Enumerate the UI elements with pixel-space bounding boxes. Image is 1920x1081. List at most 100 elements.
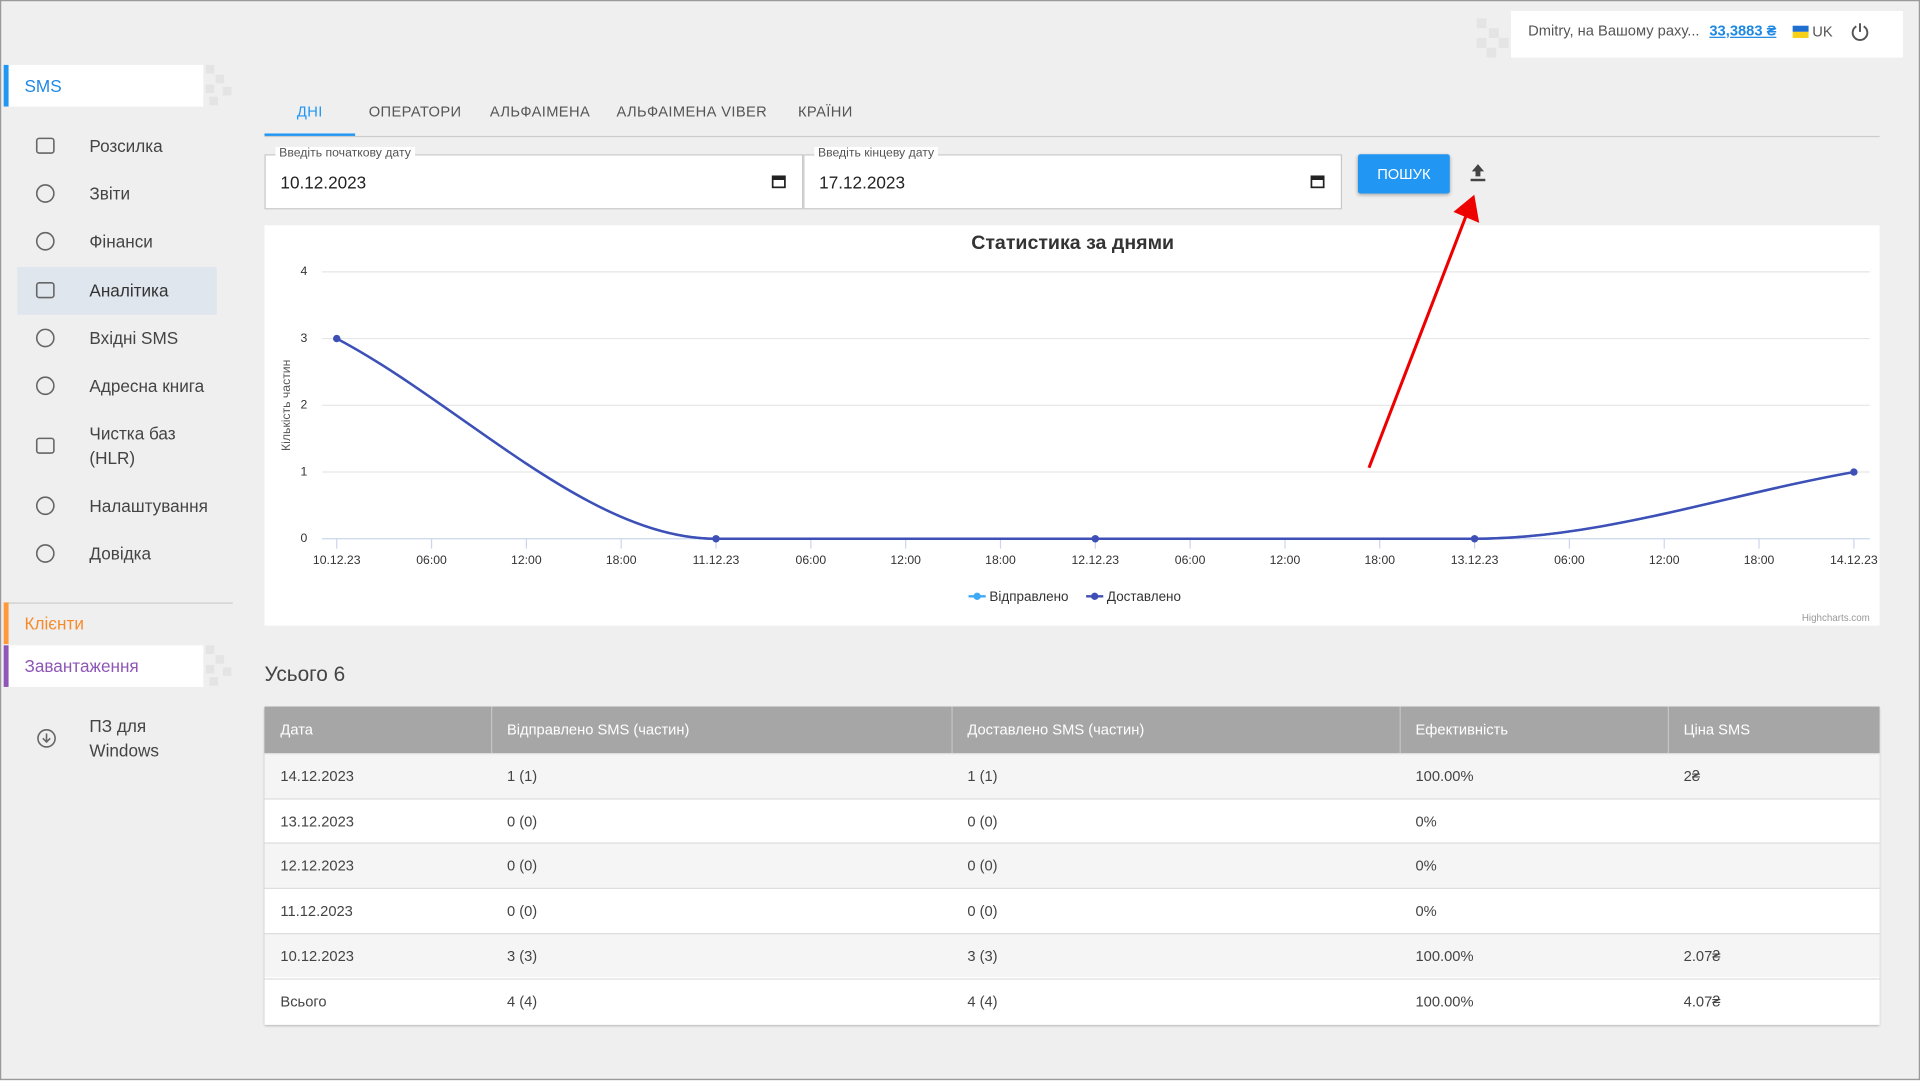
table-row: [264, 842, 1880, 888]
menu-item[interactable]: Довідка: [89, 543, 152, 564]
table-cell: 100.00%: [1415, 992, 1474, 1010]
x-tick-label: 18:00: [606, 553, 637, 567]
clients-title[interactable]: Клієнти: [24, 613, 84, 634]
x-tick-label: 11.12.23: [693, 553, 740, 567]
chart-title: Статистика за днями: [971, 232, 1174, 254]
export-icon[interactable]: [1469, 163, 1486, 183]
icon-shape: [35, 282, 55, 299]
credits: Highcharts.com: [1802, 613, 1870, 624]
downloads-title: Завантаження: [24, 656, 139, 676]
tabs-line: [264, 135, 1880, 138]
column-header: Відправлено SMS (частин): [506, 721, 690, 739]
download-item[interactable]: ПЗ для Windows: [89, 716, 159, 761]
menu-item[interactable]: Розсилка: [89, 135, 163, 156]
series-line: [336, 337, 1855, 541]
table-cell: 1 (1): [967, 767, 998, 785]
download-icon: [37, 729, 56, 748]
point: [1091, 535, 1099, 543]
table-cell: 0 (0): [506, 857, 538, 875]
x-tick-label: 13.12.23: [1451, 553, 1499, 567]
menu-icon: [35, 544, 55, 563]
column-header: Ціна SMS: [1683, 721, 1751, 739]
menu-item[interactable]: Налаштування: [89, 495, 208, 516]
calendar-icon[interactable]: [1310, 174, 1325, 189]
chart-card: [264, 225, 1880, 626]
menu-item[interactable]: Аналітика: [89, 280, 169, 301]
point: [333, 334, 341, 343]
table-cell: 4 (4): [967, 992, 998, 1010]
x-tick-label: 18:00: [1364, 553, 1395, 567]
x-tick-label: 12:00: [890, 553, 921, 567]
x-tick-label: 12:00: [1270, 553, 1301, 567]
icon-shape: [35, 137, 55, 154]
total-heading: Усього 6: [264, 662, 346, 686]
end-date-input[interactable]: [803, 154, 1343, 210]
balance-link[interactable]: 33,3883 ₴: [1709, 22, 1777, 40]
menu-icon: [35, 437, 55, 454]
divider: [3, 602, 233, 604]
menu-item[interactable]: Чистка баз (HLR): [89, 423, 176, 468]
table-cell: 2.07₴: [1683, 947, 1721, 965]
menu-item[interactable]: Фінанси: [89, 231, 153, 252]
menu-item[interactable]: Звіти: [89, 183, 131, 204]
x-tick-label: 12:00: [511, 553, 542, 567]
legend-label[interactable]: Відправлено: [989, 589, 1068, 604]
downloads-section[interactable]: [3, 645, 204, 687]
end-date-value: 17.12.2023: [819, 172, 905, 193]
power-icon[interactable]: [1850, 22, 1870, 42]
point: [1850, 468, 1858, 476]
user-text: Dmitry, на Вашому раху...: [1528, 22, 1700, 40]
tab[interactable]: КРАЇНИ: [797, 102, 853, 121]
y-tick-label: 2: [301, 398, 308, 412]
table-cell: 1 (1): [506, 767, 538, 785]
lang[interactable]: UK: [1812, 23, 1833, 41]
tab[interactable]: АЛЬФАІМЕНА VIBER: [616, 102, 768, 121]
point: [712, 535, 720, 543]
search-button[interactable]: [1357, 154, 1450, 194]
icon-shape: [35, 231, 55, 251]
calendar-icon[interactable]: [771, 174, 786, 189]
sms-title: SMS: [24, 75, 62, 96]
table-cell: 10.12.2023: [280, 947, 354, 965]
start-date-input[interactable]: [264, 154, 804, 210]
x-tick-label: 18:00: [985, 553, 1016, 567]
column-divider: [951, 706, 953, 754]
table-cell: 12.12.2023: [280, 857, 354, 875]
legend-marker: [973, 592, 981, 601]
table-row: [264, 797, 1880, 843]
table-row: [264, 753, 1880, 798]
tab[interactable]: ДНІ: [296, 102, 323, 121]
tab[interactable]: ОПЕРАТОРИ: [368, 102, 462, 121]
table-cell: 3 (3): [967, 947, 998, 965]
table-cell: 3 (3): [506, 947, 538, 965]
start-date-label: Введіть початкову дату: [275, 146, 415, 161]
table-cell: 0%: [1415, 902, 1437, 920]
start-date-value: 10.12.2023: [280, 172, 367, 193]
sms-section[interactable]: [3, 64, 204, 107]
table-cell: 0 (0): [506, 812, 538, 830]
icon-shape: [35, 328, 55, 348]
x-tick-label: 12.12.23: [1071, 553, 1119, 567]
x-tick-label: 06:00: [1175, 553, 1206, 567]
table-cell: 14.12.2023: [280, 767, 354, 785]
legend-label[interactable]: Доставлено: [1107, 589, 1181, 604]
x-tick-label: 18:00: [1744, 553, 1775, 567]
tab[interactable]: АЛЬФАІМЕНА: [489, 102, 591, 121]
clients-border: [3, 602, 9, 645]
tab-indicator: [264, 133, 356, 136]
icon-shape: [37, 729, 56, 748]
menu-item[interactable]: Адресна книга: [89, 375, 205, 396]
series-line: [336, 337, 1855, 541]
table-cell: 11.12.2023: [280, 902, 353, 920]
menu-item[interactable]: Вхідні SMS: [89, 328, 179, 348]
column-header: Ефективність: [1415, 721, 1509, 739]
menu-icon: [35, 137, 55, 154]
table-cell: 100.00%: [1415, 767, 1474, 785]
y-tick-label: 3: [301, 331, 308, 345]
icon-shape: [35, 496, 55, 516]
table-cell: 0 (0): [506, 902, 538, 920]
icon-shape: [35, 184, 55, 203]
table-cell: 4.07₴: [1683, 992, 1721, 1010]
column-header: Доставлено SMS (частин): [967, 721, 1145, 739]
